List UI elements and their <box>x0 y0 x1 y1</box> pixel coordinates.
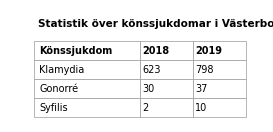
Text: Statistik över könssjukdomar i Västerbotten: Statistik över könssjukdomar i Västerbot… <box>38 19 273 29</box>
